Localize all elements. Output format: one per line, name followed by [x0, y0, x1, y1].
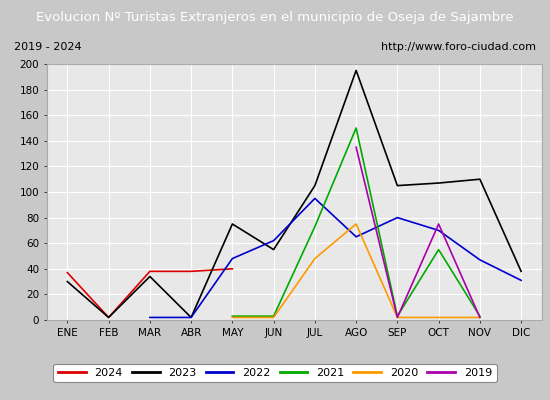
- Text: http://www.foro-ciudad.com: http://www.foro-ciudad.com: [381, 42, 536, 52]
- Text: Evolucion Nº Turistas Extranjeros en el municipio de Oseja de Sajambre: Evolucion Nº Turistas Extranjeros en el …: [36, 10, 514, 24]
- Text: 2019 - 2024: 2019 - 2024: [14, 42, 81, 52]
- Legend: 2024, 2023, 2022, 2021, 2020, 2019: 2024, 2023, 2022, 2021, 2020, 2019: [53, 364, 497, 382]
